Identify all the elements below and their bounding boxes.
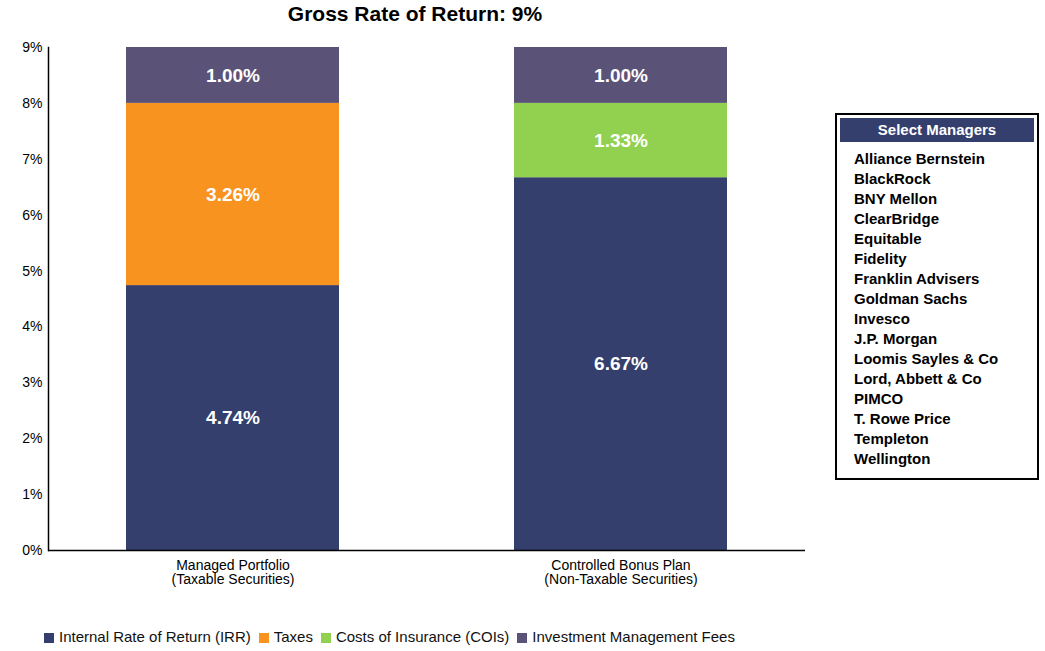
html-text:Loomis Sayles & Co: Loomis Sayles & Co — [854, 350, 999, 367]
svg-text:7%: 7% — [22, 151, 42, 167]
html-text:Franklin Advisers: Franklin Advisers — [854, 270, 980, 287]
svg-text:3.26%: 3.26% — [206, 184, 260, 205]
svg-text:8%: 8% — [22, 95, 42, 111]
html-text:Select Managers: Select Managers — [877, 121, 997, 138]
html-text:BNY Mellon: BNY Mellon — [854, 190, 938, 207]
html-text:PIMCO: PIMCO — [854, 390, 904, 407]
html-text:Costs of Insurance (COIs): Costs of Insurance (COIs) — [335, 628, 510, 645]
svg-text:6.67%: 6.67% — [594, 353, 648, 374]
svg-text:1%: 1% — [22, 486, 42, 502]
html-text:Fidelity: Fidelity — [854, 250, 907, 267]
svg-text:Controlled Bonus Plan(Non-Taxa: Controlled Bonus Plan(Non-Taxable Securi… — [544, 557, 697, 587]
svg-text:5%: 5% — [22, 263, 42, 279]
html-text:Investment Management Fees: Investment Management Fees — [532, 628, 735, 645]
html-text:T. Rowe Price: T. Rowe Price — [854, 410, 951, 427]
svg-text:9%: 9% — [22, 39, 42, 55]
svg-text:2%: 2% — [22, 430, 42, 446]
html-text:Equitable: Equitable — [854, 230, 922, 247]
html-text:Templeton: Templeton — [854, 430, 929, 447]
svg-text:1.00%: 1.00% — [206, 65, 260, 86]
html-text:Alliance Bernstein: Alliance Bernstein — [854, 150, 985, 167]
svg-text:4.74%: 4.74% — [206, 407, 260, 428]
html-text:BlackRock: BlackRock — [854, 170, 931, 187]
svg-text:3%: 3% — [22, 374, 42, 390]
html-text:J.P. Morgan: J.P. Morgan — [854, 330, 938, 347]
svg-text:6%: 6% — [22, 207, 42, 223]
svg-text:0%: 0% — [22, 542, 42, 558]
html-text:Lord, Abbett & Co: Lord, Abbett & Co — [854, 370, 982, 387]
svg-text:1.33%: 1.33% — [594, 130, 648, 151]
html-text:Goldman Sachs: Goldman Sachs — [854, 290, 968, 307]
html-text:Taxes: Taxes — [273, 628, 313, 645]
html-text:Internal Rate of Return (IRR): Internal Rate of Return (IRR) — [59, 628, 251, 645]
html-text:ClearBridge: ClearBridge — [854, 210, 939, 227]
html-text:Wellington: Wellington — [854, 450, 931, 467]
html-text:Invesco: Invesco — [854, 310, 910, 327]
svg-text:Managed Portfolio(Taxable Secu: Managed Portfolio(Taxable Securities) — [172, 557, 295, 587]
html-text:Gross Rate of Return: 9%: Gross Rate of Return: 9% — [287, 2, 543, 25]
svg-text:4%: 4% — [22, 318, 42, 334]
svg-text:1.00%: 1.00% — [594, 65, 648, 86]
